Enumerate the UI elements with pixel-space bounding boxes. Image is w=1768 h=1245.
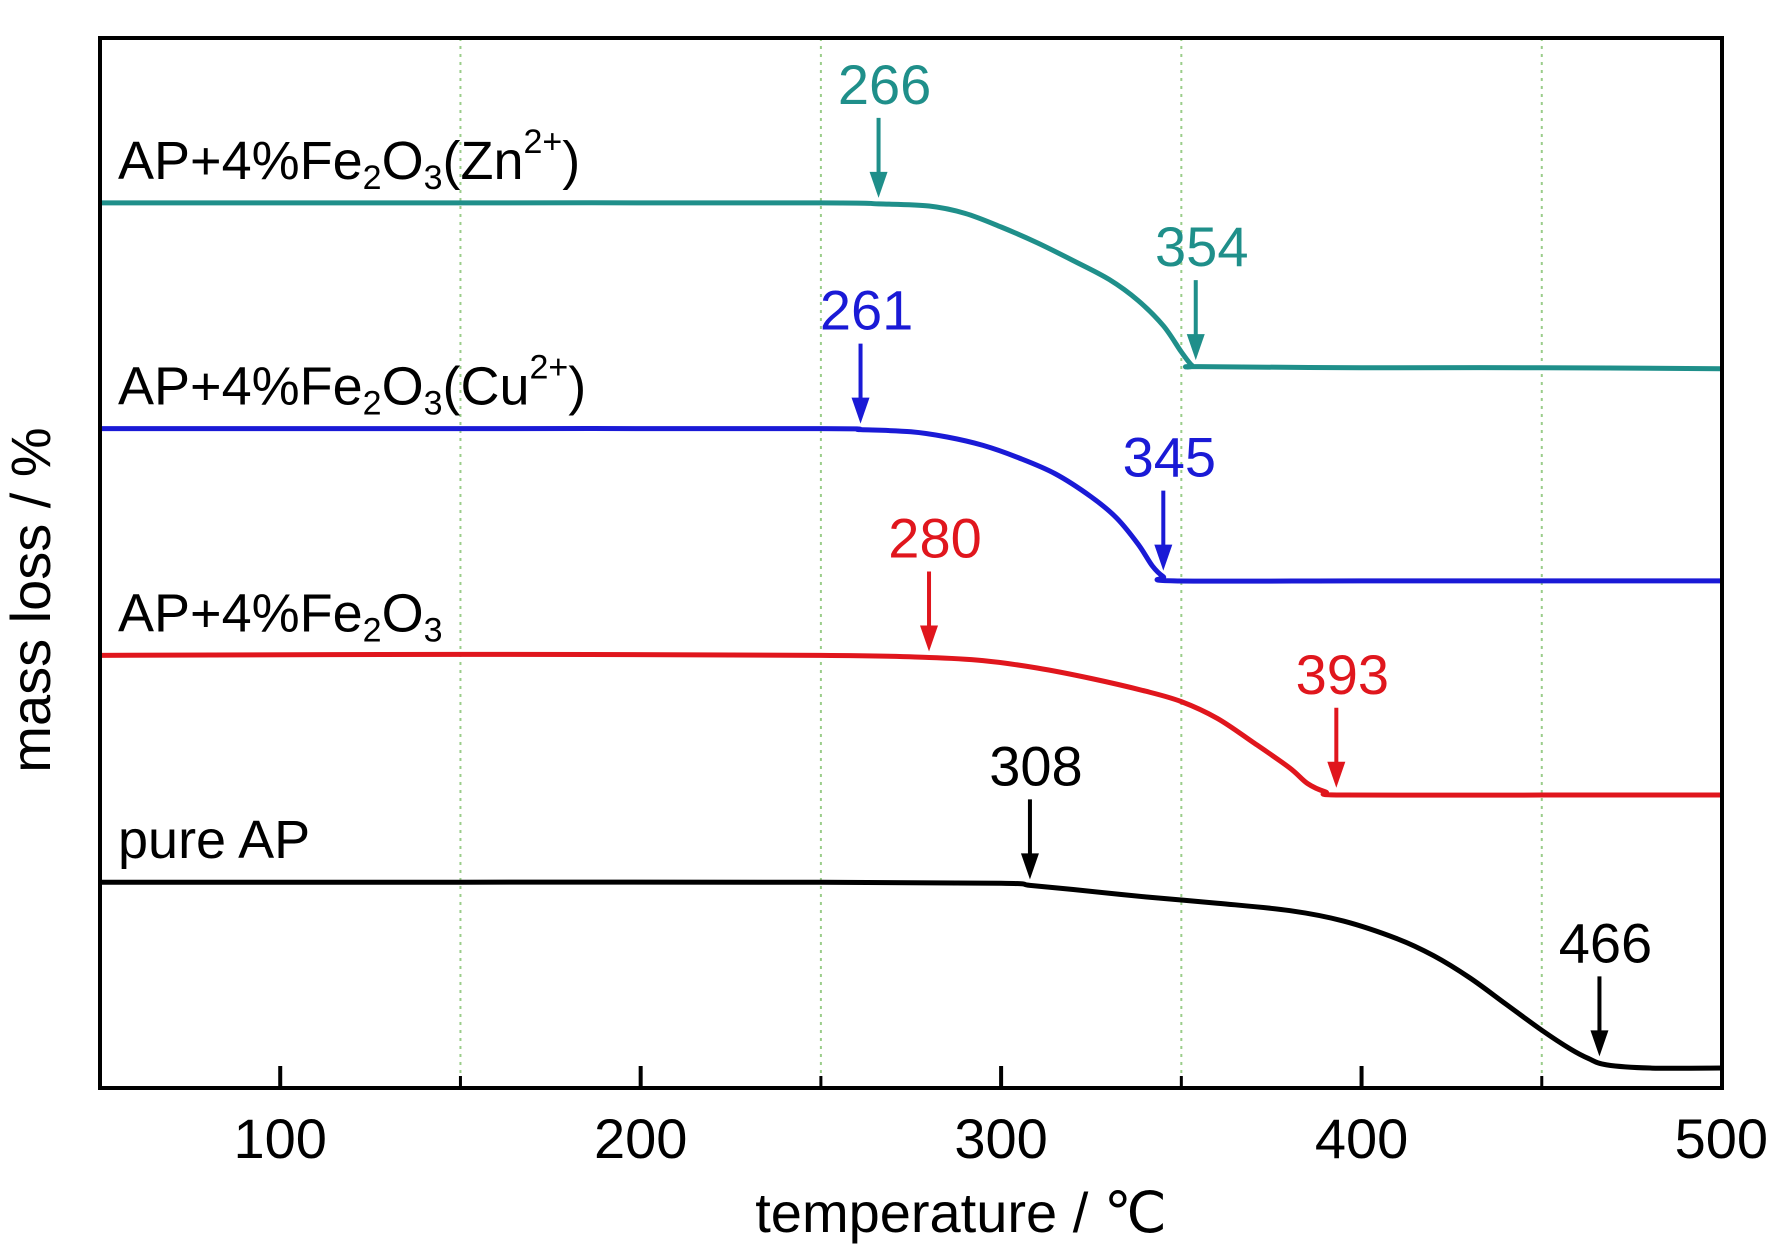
series-label-part: 3 [424, 159, 443, 197]
series-label-part: pure AP [118, 810, 310, 870]
gridlines [459, 38, 1543, 1088]
arrow-head-2-0 [920, 625, 939, 652]
series-label-part: O [382, 357, 424, 417]
arrow-head-2-1 [1327, 761, 1346, 788]
series-label-part: (Cu [443, 357, 530, 417]
series-label-part: O [382, 583, 424, 643]
series-label-1: AP+4%Fe2O3(Cu2+) [118, 349, 586, 423]
series-label-part: ) [562, 131, 580, 191]
annotation-label-3-0: 308 [989, 734, 1082, 797]
annotation-label-0-1: 354 [1155, 215, 1248, 278]
annotation-label-1-0: 261 [820, 279, 913, 342]
arrow-head-3-0 [1020, 853, 1039, 880]
series-line-1 [100, 426, 1722, 584]
series-label-2: AP+4%Fe2O3 [118, 583, 443, 649]
x-tick-label-300: 300 [954, 1107, 1047, 1170]
annotation-label-0-0: 266 [838, 53, 931, 116]
annotation-label-3-1: 466 [1559, 911, 1652, 974]
series-line-0 [100, 200, 1723, 372]
y-axis-title: mass loss / % [0, 427, 62, 772]
series-label-part: 3 [424, 385, 443, 423]
series-label-part: ) [568, 357, 586, 417]
series-label-part: 3 [424, 611, 443, 649]
arrow-head-1-0 [851, 397, 870, 424]
series-label-part: AP+4%Fe [118, 583, 363, 643]
series-label-part: AP+4%Fe [118, 357, 363, 417]
series-labels: AP+4%Fe2O3(Zn2+)AP+4%Fe2O3(Cu2+)AP+4%Fe2… [118, 123, 586, 870]
x-tick-label-500: 500 [1675, 1107, 1768, 1170]
annotation-label-2-0: 280 [888, 507, 981, 570]
arrow-head-0-0 [869, 171, 888, 198]
x-axis-title: temperature / ℃ [755, 1181, 1167, 1244]
arrow-head-1-1 [1154, 544, 1173, 571]
arrow-head-0-1 [1186, 334, 1205, 361]
series-label-part: O [382, 131, 424, 191]
annotations: 266 354 261 345 280 393 308 466 [820, 53, 1652, 1057]
x-tick-label-400: 400 [1315, 1107, 1408, 1170]
series-label-part: (Zn [443, 131, 524, 191]
series-line-3 [100, 879, 1723, 1071]
series-line-2 [99, 651, 1722, 798]
arrow-head-3-1 [1590, 1030, 1609, 1057]
series-lines [99, 200, 1723, 1071]
x-tick-label-100: 100 [234, 1107, 327, 1170]
series-label-3: pure AP [118, 810, 310, 870]
annotation-label-1-1: 345 [1123, 426, 1216, 489]
annotation-label-2-1: 393 [1296, 643, 1389, 706]
series-label-part: 2 [363, 611, 382, 649]
x-axis-ticks: 100 200 300 400 500 [234, 1066, 1768, 1170]
series-label-0: AP+4%Fe2O3(Zn2+) [118, 123, 580, 197]
plot-frame [98, 36, 1724, 1090]
x-tick-label-200: 200 [594, 1107, 687, 1170]
series-label-part: AP+4%Fe [118, 131, 363, 191]
series-label-part: 2 [363, 159, 382, 197]
series-label-part: 2+ [530, 349, 569, 387]
series-label-part: 2 [363, 385, 382, 423]
series-label-part: 2+ [524, 123, 563, 161]
